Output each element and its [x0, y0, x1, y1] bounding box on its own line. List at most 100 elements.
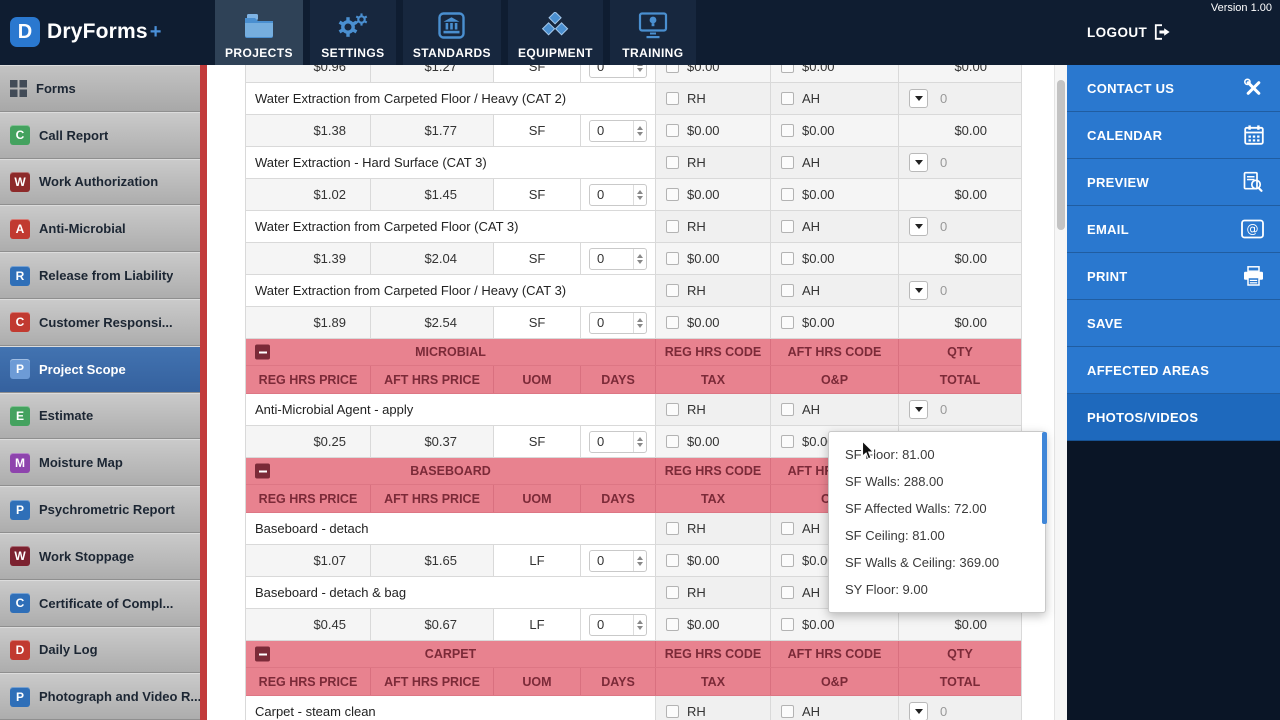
reg-hrs-code-checkbox[interactable] [666, 403, 679, 416]
aft-code-cell: AH [771, 147, 899, 178]
qty-dropdown[interactable] [909, 400, 928, 419]
sidebar-item-call-report[interactable]: C Call Report [0, 111, 207, 159]
panel-item-email[interactable]: EMAIL @ [1067, 206, 1280, 253]
item-row: Water Extraction from Carpeted Floor (CA… [246, 211, 1021, 243]
op-checkbox[interactable] [781, 618, 794, 631]
panel-item-contact-us[interactable]: CONTACT US [1067, 65, 1280, 112]
aft-hrs-price-value: $0.67 [371, 609, 494, 640]
aft-hrs-code-checkbox[interactable] [781, 92, 794, 105]
days-input[interactable]: 0 [589, 183, 647, 206]
days-spinner[interactable] [633, 312, 646, 333]
reg-hrs-code-checkbox[interactable] [666, 705, 679, 718]
reg-hrs-code-checkbox[interactable] [666, 586, 679, 599]
spinner-up-icon [637, 189, 643, 194]
panel-item-preview[interactable]: PREVIEW [1067, 159, 1280, 206]
sidebar-header-forms[interactable]: Forms [0, 65, 207, 112]
scrollbar-thumb[interactable] [1057, 80, 1065, 230]
aft-hrs-code-checkbox[interactable] [781, 522, 794, 535]
op-checkbox[interactable] [781, 316, 794, 329]
sidebar-item-certificate-of-compl[interactable]: C Certificate of Compl... [0, 579, 207, 627]
collapse-section-button[interactable] [255, 463, 270, 479]
aft-hrs-code-checkbox[interactable] [781, 156, 794, 169]
days-input[interactable]: 0 [589, 247, 647, 270]
tab-training[interactable]: TRAINING [609, 0, 696, 65]
collapse-section-button[interactable] [255, 344, 270, 360]
tax-checkbox[interactable] [666, 554, 679, 567]
tax-checkbox[interactable] [666, 252, 679, 265]
tab-equipment[interactable]: EQUIPMENT [507, 0, 603, 65]
sidebar-item-psychrometric-report[interactable]: P Psychrometric Report [0, 486, 207, 533]
section-column-label: DAYS [581, 668, 656, 695]
days-input[interactable]: 0 [589, 549, 647, 572]
sidebar-item-estimate[interactable]: E Estimate [0, 392, 207, 440]
reg-hrs-code-checkbox[interactable] [666, 522, 679, 535]
aft-hrs-code-checkbox[interactable] [781, 705, 794, 718]
sidebar-item-project-scope[interactable]: P Project Scope [0, 345, 207, 393]
tax-checkbox[interactable] [666, 316, 679, 329]
panel-item-print[interactable]: PRINT [1067, 253, 1280, 300]
sidebar-item-work-stoppage[interactable]: W Work Stoppage [0, 532, 207, 580]
aft-hrs-code-checkbox[interactable] [781, 284, 794, 297]
days-spinner[interactable] [633, 65, 646, 77]
op-checkbox[interactable] [781, 65, 794, 73]
sidebar-item-daily-log[interactable]: D Daily Log [0, 626, 207, 674]
panel-item-save[interactable]: SAVE [1067, 300, 1280, 347]
days-input[interactable]: 0 [589, 430, 647, 453]
aft-hrs-code-checkbox[interactable] [781, 220, 794, 233]
tax-checkbox[interactable] [666, 188, 679, 201]
reg-hrs-code-checkbox[interactable] [666, 92, 679, 105]
tooltip-measurement: SY Floor: 9.00 [845, 582, 928, 597]
op-cell: $0.00 [771, 65, 899, 82]
op-checkbox[interactable] [781, 252, 794, 265]
tab-standards[interactable]: STANDARDS [402, 0, 501, 65]
tax-checkbox[interactable] [666, 435, 679, 448]
days-spinner[interactable] [633, 184, 646, 205]
collapse-section-button[interactable] [255, 646, 270, 662]
qty-dropdown[interactable] [909, 153, 928, 172]
panel-item-affected-areas[interactable]: AFFECTED AREAS [1067, 347, 1280, 394]
days-input[interactable]: 0 [589, 613, 647, 636]
tab-projects[interactable]: PROJECTS [215, 0, 303, 65]
days-spinner[interactable] [633, 431, 646, 452]
op-checkbox[interactable] [781, 124, 794, 137]
tax-checkbox[interactable] [666, 124, 679, 137]
days-spinner[interactable] [633, 614, 646, 635]
tax-checkbox[interactable] [666, 65, 679, 73]
sidebar-item-moisture-map[interactable]: M Moisture Map [0, 439, 207, 487]
section-column-label: AFT HRS CODE [771, 641, 899, 667]
tax-checkbox[interactable] [666, 618, 679, 631]
days-spinner[interactable] [633, 550, 646, 571]
days-spinner[interactable] [633, 120, 646, 141]
training-monitor-icon [638, 7, 668, 43]
op-cell: $0.00 [771, 179, 899, 210]
days-input[interactable]: 0 [589, 65, 647, 78]
op-checkbox[interactable] [781, 188, 794, 201]
qty-dropdown[interactable] [909, 281, 928, 300]
days-input[interactable]: 0 [589, 119, 647, 142]
main-scrollbar[interactable] [1054, 65, 1067, 720]
days-input[interactable]: 0 [589, 311, 647, 334]
sidebar-item-release-from-liability[interactable]: R Release from Liability [0, 252, 207, 299]
aft-hrs-code-checkbox[interactable] [781, 403, 794, 416]
qty-dropdown[interactable] [909, 217, 928, 236]
partial-row-clip: $0.96 $1.27 SF 0 $0.00 $0.00 $0.00 [246, 65, 1021, 83]
aft-hrs-code-checkbox[interactable] [781, 586, 794, 599]
op-checkbox[interactable] [781, 554, 794, 567]
panel-item-photos-videos[interactable]: PHOTOS/VIDEOS [1067, 394, 1280, 441]
qty-dropdown[interactable] [909, 702, 928, 720]
days-spinner[interactable] [633, 248, 646, 269]
reg-hrs-code-checkbox[interactable] [666, 220, 679, 233]
sidebar-item-work-authorization[interactable]: W Work Authorization [0, 158, 207, 206]
sidebar-item-label: Certificate of Compl... [39, 595, 174, 611]
sidebar-item-photograph-and-video-r[interactable]: P Photograph and Video R... [0, 673, 207, 720]
op-checkbox[interactable] [781, 435, 794, 448]
reg-hrs-code-checkbox[interactable] [666, 284, 679, 297]
qty-dropdown[interactable] [909, 89, 928, 108]
reg-hrs-code-checkbox[interactable] [666, 156, 679, 169]
sidebar-item-anti-microbial[interactable]: A Anti-Microbial [0, 205, 207, 253]
spinner-down-icon [637, 195, 643, 200]
tab-settings[interactable]: SETTINGS [309, 0, 396, 65]
logout-button[interactable]: LOGOUT [1087, 24, 1171, 40]
sidebar-item-customer-responsi[interactable]: C Customer Responsi... [0, 298, 207, 346]
panel-item-calendar[interactable]: CALENDAR [1067, 112, 1280, 159]
